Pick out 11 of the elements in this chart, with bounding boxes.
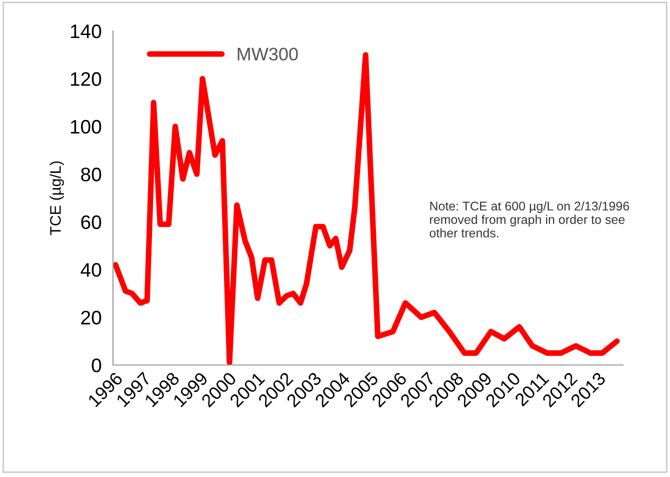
annotation: Note: TCE at 600 µg/L on 2/13/1996 removed from graph in order to see other trends.: [430, 201, 630, 238]
y-tick-label: 60: [81, 215, 102, 230]
y-tick-label: 140: [70, 24, 102, 38]
y-tick-label: 0: [92, 358, 102, 372]
y-tick-label: 120: [70, 72, 102, 86]
y-tick-label: 20: [81, 310, 102, 325]
y-tick-label: 100: [70, 120, 102, 134]
y-tick-label: 80: [81, 168, 102, 182]
legend-label: MW300: [238, 48, 298, 61]
y-tick-label: 40: [80, 263, 102, 277]
y-axis-title: TCE (µg/L): [50, 161, 64, 236]
